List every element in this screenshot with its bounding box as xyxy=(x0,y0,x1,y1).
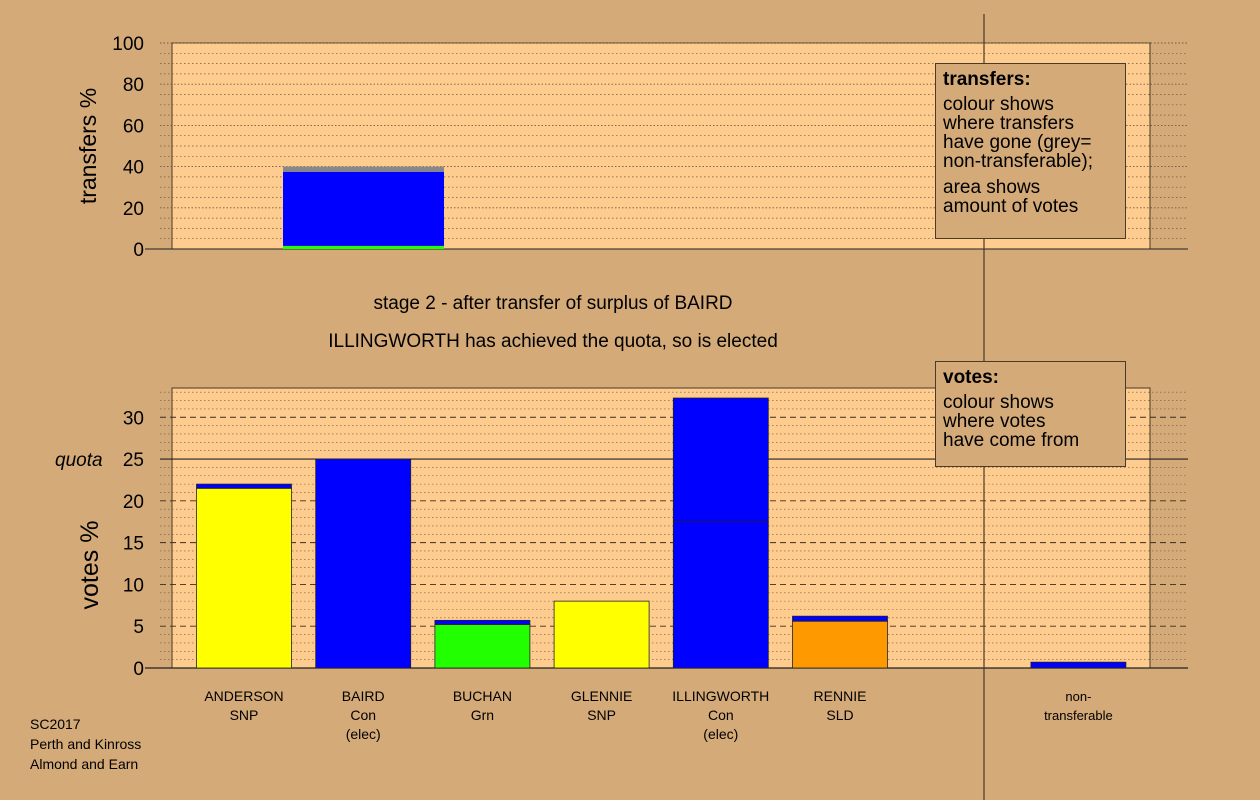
transfers-y-tick-label: 100 xyxy=(112,34,144,55)
quota-label: quota xyxy=(55,450,103,471)
vote-bar-segment xyxy=(434,624,531,669)
footer-caption: SC2017 Perth and Kinross Almond and Earn xyxy=(30,714,141,774)
votes-y-axis-label: votes % xyxy=(76,521,104,610)
votes-y-tick-label: 5 xyxy=(133,617,144,638)
candidate-label: (elec) xyxy=(703,726,738,742)
votes-y-tick-label: 30 xyxy=(123,408,144,429)
transfer-bar-segment xyxy=(283,166,444,172)
votes-legend-box: votes: colour shows where votes have com… xyxy=(935,361,1126,467)
transfers-y-tick-label: 60 xyxy=(123,116,144,137)
vote-bar-segment xyxy=(196,487,292,669)
vote-bar-segment xyxy=(792,620,888,669)
transfers-y-tick-label: 80 xyxy=(123,75,144,96)
transfers-y-tick-label: 0 xyxy=(133,240,144,261)
candidate-label: ILLINGWORTH xyxy=(672,688,769,704)
transfers-y-tick-label: 40 xyxy=(123,158,144,179)
transfers-legend-text-2: area shows amount of votes xyxy=(943,177,1079,217)
transfers-legend-box: transfers: colour shows where transfers … xyxy=(935,63,1126,239)
candidate-label: transferable xyxy=(1044,708,1113,723)
votes-legend-text: colour shows where votes have come from xyxy=(943,392,1080,451)
candidate-label: BAIRD xyxy=(342,688,385,704)
vote-bar-segment xyxy=(792,615,888,622)
candidate-label: Grn xyxy=(471,707,494,723)
candidate-label: Con xyxy=(350,707,376,723)
transfer-bar-segment xyxy=(283,171,444,246)
vote-bar-segment xyxy=(196,483,292,489)
candidate-label: (elec) xyxy=(346,726,381,742)
vote-bar-segment xyxy=(1030,661,1127,669)
candidate-label: non- xyxy=(1065,689,1091,704)
candidate-label: Con xyxy=(708,707,734,723)
candidate-label: BUCHAN xyxy=(453,688,512,704)
transfer-bar-segment xyxy=(283,245,444,249)
transfers-y-axis-label: transfers % xyxy=(75,88,101,204)
candidate-label: GLENNIE xyxy=(571,688,632,704)
candidate-label: SNP xyxy=(230,707,259,723)
votes-y-tick-label: 0 xyxy=(133,659,144,680)
transfers-legend-text-1: colour shows where transfers have gone (… xyxy=(943,94,1093,172)
footer-council: Perth and Kinross xyxy=(30,736,142,752)
vote-bar-segment xyxy=(553,600,650,669)
vote-bar-segment xyxy=(672,521,769,669)
votes-y-tick-label: 20 xyxy=(123,492,144,513)
votes-legend-title: votes: xyxy=(943,367,999,388)
votes-y-tick-label: 15 xyxy=(123,534,144,555)
transfers-y-tick-label: 20 xyxy=(123,199,144,220)
vote-bar-segment xyxy=(434,619,531,625)
vote-bar-segment xyxy=(315,458,412,669)
footer-ward: Almond and Earn xyxy=(30,756,139,772)
quota-tick-label: 25 xyxy=(123,450,144,471)
candidate-label: ANDERSON xyxy=(204,688,283,704)
candidate-label: RENNIE xyxy=(814,688,867,704)
vote-bar-segment xyxy=(672,397,769,523)
votes-y-tick-label: 10 xyxy=(123,575,144,596)
transfers-legend-title: transfers: xyxy=(943,69,1031,90)
candidate-label: SNP xyxy=(587,707,616,723)
footer-election: SC2017 xyxy=(30,716,81,732)
stage-status: ILLINGWORTH has achieved the quota, so i… xyxy=(328,331,778,352)
stage-title: stage 2 - after transfer of surplus of B… xyxy=(373,293,732,314)
candidate-label: SLD xyxy=(826,707,853,723)
